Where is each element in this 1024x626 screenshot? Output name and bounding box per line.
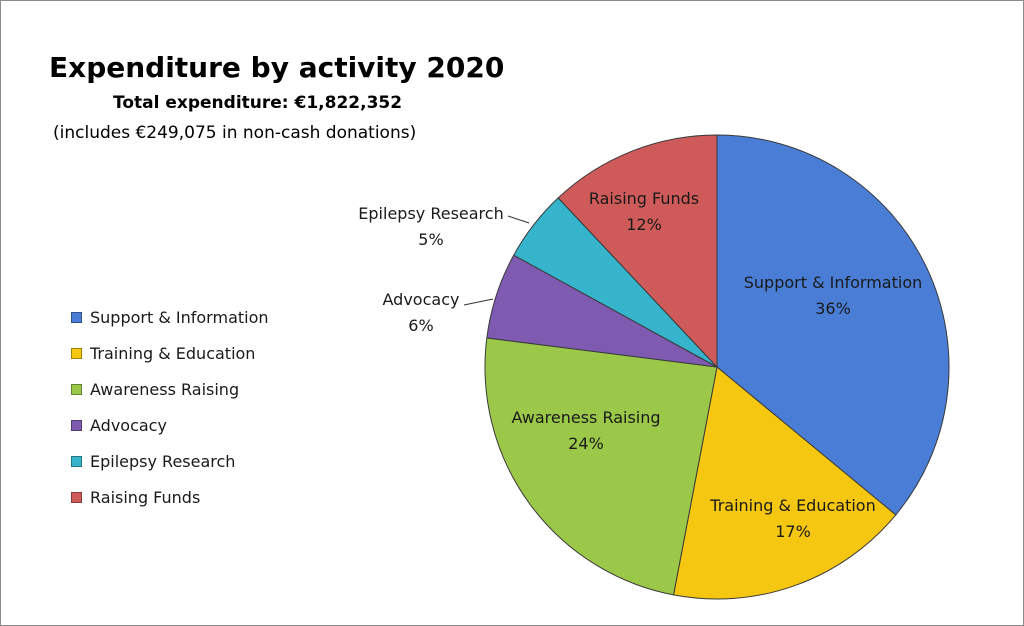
- slice-percent-label: 5%: [418, 230, 443, 249]
- pie-slice-training-education: [672, 366, 897, 600]
- legend-swatch: [71, 455, 82, 467]
- legend-swatch: [71, 491, 82, 503]
- legend-label: Support & Information: [90, 307, 269, 327]
- chart-title: Expenditure by activity 2020: [49, 51, 505, 84]
- legend-item-epilepsy-research: Epilepsy Research: [71, 443, 269, 479]
- legend-label: Epilepsy Research: [90, 451, 236, 471]
- pie-slice-awareness-raising: [484, 337, 718, 596]
- slice-name-label: Epilepsy Research: [358, 204, 503, 223]
- chart-note: (includes €249,075 in non-cash donations…: [53, 123, 417, 143]
- leader-line: [507, 215, 530, 224]
- slice-name-label: Advocacy: [383, 290, 460, 309]
- legend-label: Raising Funds: [90, 487, 201, 507]
- slice-percent-label: 6%: [408, 316, 433, 335]
- pie-slice-support-information: [716, 134, 950, 516]
- slice-percent-label: 17%: [775, 522, 811, 541]
- legend-item-training-education: Training & Education: [71, 335, 269, 371]
- legend-label: Awareness Raising: [90, 379, 240, 399]
- slice-name-label: Raising Funds: [589, 189, 699, 208]
- legend-label: Advocacy: [90, 415, 167, 435]
- legend-label: Training & Education: [90, 343, 256, 363]
- legend-item-advocacy: Advocacy: [71, 407, 269, 443]
- legend: Support & Information Training & Educati…: [71, 299, 269, 515]
- leader-line: [463, 298, 494, 306]
- slice-percent-label: 12%: [626, 215, 662, 234]
- legend-swatch: [71, 383, 82, 395]
- legend-swatch: [71, 311, 82, 323]
- pie-slice-raising-funds: [557, 134, 718, 369]
- slice-name-label: Awareness Raising: [511, 408, 660, 427]
- chart-subtitle: Total expenditure: €1,822,352: [113, 93, 403, 113]
- legend-item-raising-funds: Raising Funds: [71, 479, 269, 515]
- legend-swatch: [71, 419, 82, 431]
- legend-item-support-information: Support & Information: [71, 299, 269, 335]
- slice-name-label: Training & Education: [709, 496, 875, 515]
- slice-name-label: Support & Information: [744, 273, 923, 292]
- slice-percent-label: 24%: [568, 434, 604, 453]
- legend-swatch: [71, 347, 82, 359]
- legend-item-awareness-raising: Awareness Raising: [71, 371, 269, 407]
- slice-percent-label: 36%: [815, 299, 851, 318]
